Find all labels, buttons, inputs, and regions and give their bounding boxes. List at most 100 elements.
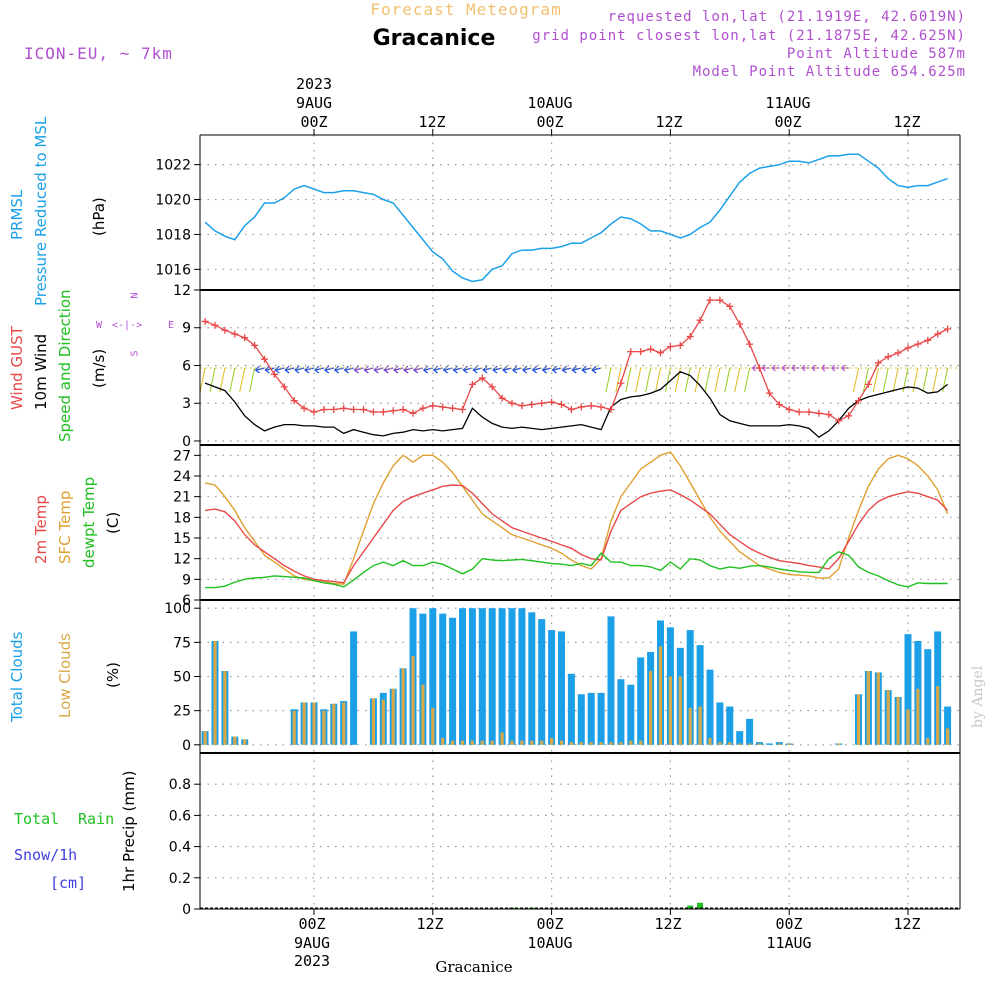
bottom-year-label: 2023 [293,952,331,970]
wind-gust-marker [508,399,516,407]
wind-direction-arrow [472,365,478,374]
wind-gust-marker [369,408,377,416]
wind-direction-arrow [932,367,939,393]
wind-direction-arrow [199,367,206,393]
low-cloud-bar [431,707,435,745]
low-cloud-bar [906,709,910,745]
compass-rose: N W <-|-> E S [96,282,180,362]
wind-gust-marker [290,397,298,405]
low-cloud-bar [787,743,791,745]
wind-direction-arrow [852,367,860,393]
wind-gust-marker [350,406,358,414]
wind-gust-marker [261,355,268,363]
wind-gust-line [204,299,948,422]
total-cloud-bar [736,731,744,745]
low-cloud-bar [411,656,415,745]
total-cloud-bar [498,608,506,745]
y-tick-label: 6 [182,593,191,609]
wind-gust-marker [528,400,536,408]
wind-direction-arrow [551,365,557,374]
total-cloud-bar [904,634,912,745]
total-cloud-bar [508,608,516,745]
top-tick-label: 00Z [536,113,564,131]
compass-e: E [168,320,175,331]
wind-direction-arrow [256,367,265,371]
y-tick-label: 0 [182,902,191,918]
bottom-tick-label: 12Z [893,915,921,933]
low-cloud-bar [678,676,682,745]
y-tick-label: 12 [173,283,191,299]
y-tick-label: 0.6 [169,808,191,824]
wind-direction-arrow [922,367,929,393]
wind-direction-arrow [345,367,354,371]
wind-gust-marker [647,345,655,353]
low-cloud-bar [649,671,653,745]
wind-direction-arrow [791,364,796,372]
precip-rain-label: Rain [78,810,115,828]
low-cloud-bar [886,690,890,745]
wind-direction-arrow [365,367,374,371]
low-cloud-bar [233,736,237,745]
wind-gust-marker [736,320,744,328]
low-cloud-bar [530,740,534,745]
wind-direction-arrow [462,365,468,374]
low-cloud-bar [688,707,692,745]
y-tick-label: 12 [173,552,191,568]
wind-gust-marker [221,326,229,334]
wind-direction-arrow [714,367,721,393]
wind-direction-arrow [442,365,449,374]
bottom-tick-label: 00Z [775,915,803,933]
wind-direction-arrow [229,367,236,393]
low-cloud-bar [490,740,494,745]
wind-gust-marker [518,402,526,410]
low-cloud-bar [639,740,643,745]
low-cloud-bar [609,742,613,745]
wind-direction-arrow [704,367,711,393]
wind-gust-marker [300,404,308,412]
wind-gust-marker [548,398,556,406]
low-cloud-bar [698,706,702,745]
low-cloud-bar [579,742,583,745]
y-tick-label: 15 [173,531,191,547]
wind-gust-marker [756,364,763,372]
low-cloud-bar [738,743,742,745]
low-cloud-bar [401,668,405,745]
chart-title: Forecast Meteogram [370,0,562,19]
y-tick-label: 100 [164,601,191,617]
compass-w: W [96,320,103,331]
wind-gust-marker [746,340,754,348]
wind-gust-marker [894,349,902,357]
wind-gust-marker [577,403,585,411]
y-tick-label: 1016 [155,262,191,278]
model-label: ICON-EU, ~ 7km [24,44,173,63]
wind-direction-arrow [521,365,528,374]
low-cloud-bar [342,702,346,745]
low-cloud-bar [381,699,385,745]
point-altitude: Point Altitude 587m [786,46,966,62]
dewpoint-line [205,551,948,589]
wind-direction-arrow [353,365,359,374]
wind-direction-arrow [284,365,290,374]
wind-gust-marker [310,408,318,416]
wind-direction-arrow [432,365,439,374]
total-cloud-bar [528,612,536,745]
wind-gust-marker [696,316,704,324]
wind-direction-arrow [645,367,652,393]
wind-direction-arrow [422,365,429,374]
temp-2m-line [205,484,949,584]
wind-gust-marker [389,407,397,415]
wind-direction-arrow [313,365,320,374]
wind-gust-marker [567,406,575,414]
wind-gust-marker [726,302,734,310]
total-cloud-bar [746,718,754,745]
wind-gust-marker [884,353,892,361]
wind-direction-arrow [403,365,409,374]
low-cloud-bar [500,732,504,745]
y-tick-label: 24 [173,469,191,485]
bottom-date-label: 9AUG [293,934,331,952]
wind-gust-marker [360,406,367,414]
low-cloud-bar [916,688,920,745]
total-cloud-bar [350,631,358,745]
low-cloud-bar [540,740,544,745]
low-cloud-bar [599,742,603,745]
